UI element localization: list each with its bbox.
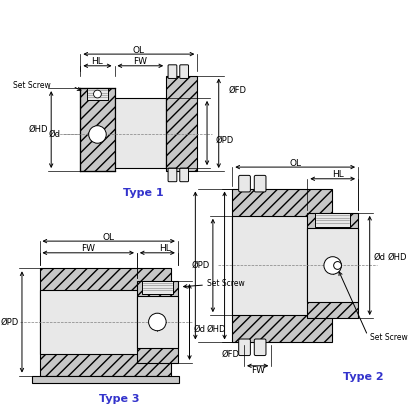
Text: ØFD: ØFD [222, 349, 240, 359]
Circle shape [149, 313, 166, 331]
Text: ØHD: ØHD [207, 325, 227, 334]
Circle shape [89, 126, 106, 143]
FancyBboxPatch shape [254, 339, 266, 356]
Bar [233, 188, 332, 342]
Text: HL: HL [92, 57, 103, 67]
Text: FW: FW [251, 366, 265, 375]
FancyBboxPatch shape [168, 65, 177, 79]
FancyBboxPatch shape [239, 176, 250, 192]
Text: OL: OL [103, 233, 115, 242]
Bar [80, 88, 114, 171]
Bar [114, 98, 166, 168]
Text: Ød: Ød [374, 253, 386, 262]
Circle shape [324, 257, 342, 274]
Circle shape [334, 262, 342, 270]
Bar [87, 88, 108, 100]
FancyBboxPatch shape [180, 168, 188, 182]
Text: OL: OL [289, 158, 301, 168]
Bar [315, 213, 350, 226]
Text: Ød: Ød [49, 130, 61, 139]
Text: OL: OL [133, 46, 145, 55]
Text: Set Screw: Set Screw [370, 333, 407, 342]
Circle shape [94, 90, 102, 98]
Text: Type 3: Type 3 [99, 394, 140, 404]
Text: Set Screw: Set Screw [13, 81, 51, 90]
Bar [40, 268, 171, 376]
Text: HL: HL [332, 171, 344, 179]
Bar [307, 213, 358, 318]
Text: ØPD: ØPD [216, 136, 234, 145]
Text: FW: FW [81, 245, 95, 253]
Text: ØHD: ØHD [387, 253, 407, 262]
Bar [32, 376, 179, 383]
FancyBboxPatch shape [180, 65, 188, 79]
FancyBboxPatch shape [168, 168, 177, 182]
Text: FW: FW [133, 57, 147, 67]
Bar [137, 296, 178, 348]
Bar [40, 290, 171, 354]
FancyBboxPatch shape [239, 339, 250, 356]
Bar [233, 216, 332, 315]
Text: Set Screw: Set Screw [207, 280, 245, 288]
Text: ØPD: ØPD [1, 317, 19, 327]
Bar [166, 76, 197, 171]
Bar [142, 281, 173, 294]
Text: Type 1: Type 1 [124, 188, 164, 198]
Text: Ød: Ød [193, 325, 206, 334]
Text: ØFD: ØFD [228, 86, 246, 95]
Text: ØPD: ØPD [192, 261, 210, 270]
Bar [137, 281, 178, 363]
Text: Type 2: Type 2 [342, 372, 383, 382]
FancyBboxPatch shape [254, 176, 266, 192]
Text: ØHD: ØHD [29, 125, 48, 134]
Text: HL: HL [159, 245, 171, 253]
Bar [307, 228, 358, 302]
